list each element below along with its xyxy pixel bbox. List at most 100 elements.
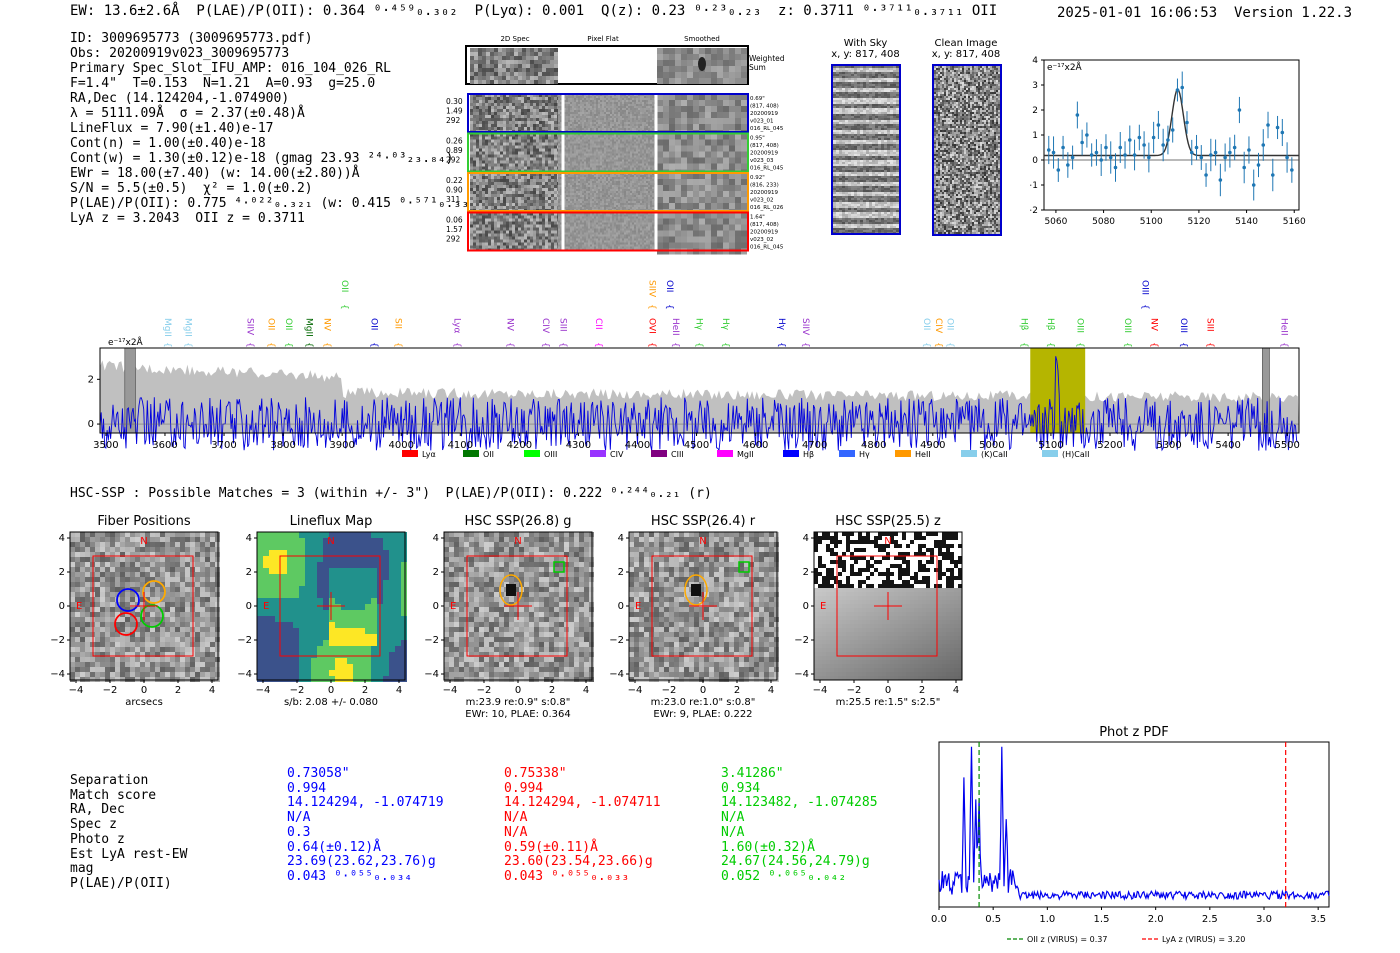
zoom-point <box>1070 155 1075 160</box>
north-label: N <box>327 536 334 547</box>
legend-swatch <box>590 450 606 457</box>
spectrum-xtick-label: 5200 <box>1097 440 1122 451</box>
line-label: OII { <box>339 280 349 310</box>
zoom-point <box>1204 173 1208 177</box>
match-value: 23.69(23.62,23.76)g <box>287 854 436 870</box>
line-label-text: CIV <box>540 318 550 334</box>
row-right-label: 0.95" <box>750 136 765 142</box>
zoom-point <box>1127 138 1132 142</box>
zoom-point <box>1199 155 1204 160</box>
x-tick-label: 0 <box>515 685 521 696</box>
line-label-text: NV <box>1148 318 1158 332</box>
row-frame <box>467 132 749 173</box>
row-left-label: 1.57 <box>446 225 463 234</box>
match-label: Spec z <box>70 817 117 833</box>
row-smoothed <box>657 173 747 215</box>
line-label: OIII { <box>1139 280 1149 310</box>
line-label-text: SIIV <box>646 280 656 298</box>
line-label-brace: { <box>1122 342 1132 348</box>
match-label: mag <box>70 861 94 877</box>
x-tick-label: 4 <box>583 685 589 696</box>
x-tick-label: −2 <box>477 685 492 696</box>
spectrum-xtick-label: 4000 <box>389 440 414 451</box>
line-label: SIII { <box>1204 318 1214 348</box>
aperture-box <box>279 555 381 657</box>
legend-swatch <box>463 450 479 457</box>
zoom-xtick-label: 5120 <box>1187 217 1210 227</box>
line-label-text: MgII <box>183 318 193 337</box>
line-label: SIIV { <box>646 280 656 310</box>
line-label-text: HeII <box>1278 318 1288 336</box>
clean-image <box>932 64 1002 236</box>
spectral-cutouts: 2D Spec Pixel Flat Smoothed Weighted Sum 0.30… <box>440 34 820 259</box>
row-right-label: 016_RL_045 <box>750 245 784 251</box>
row-left-label: 0.22 <box>446 176 463 185</box>
y-tick-label: −4 <box>424 669 439 680</box>
spectrum-xtick-label: 4800 <box>861 440 886 451</box>
info-line: Primary Spec_Slot_IFU_AMP: 016_104_026_R… <box>70 61 391 76</box>
clean-image-coords: x, y: 817, 408 <box>931 49 1001 60</box>
with-sky-coords: x, y: 817, 408 <box>831 49 900 60</box>
zoom-point <box>1166 138 1170 142</box>
legend-swatch <box>961 450 977 457</box>
line-label: OII { <box>945 318 955 348</box>
line-label-brace: { <box>1018 342 1028 348</box>
line-label-brace: { <box>945 342 955 348</box>
spectrum-xtick-label: 4100 <box>448 440 473 451</box>
line-label-brace: { <box>646 304 656 310</box>
image-panel: HSC SSP(25.5) z N E −4 4 −2 2 0 0 2 −2 4 −4 m:25.5 re… <box>794 514 963 708</box>
legend-label: HeII <box>915 450 931 459</box>
zoom-point <box>1113 165 1118 170</box>
row-right-label: v023_02 <box>750 198 774 204</box>
aperture-box <box>836 555 938 657</box>
weighted-smoothed <box>657 48 747 84</box>
legend-label: MgII <box>737 450 754 459</box>
image-panel: HSC SSP(26.8) g N E −4 4 −2 2 0 0 2 −2 4 −4 m:23.9 re… <box>424 514 594 720</box>
cutout-col-title: Smoothed <box>684 35 720 43</box>
masked-region <box>1262 347 1270 434</box>
info-line: EWr = 18.00(±7.40) (w: 14.00(±2.80))Å <box>70 166 360 181</box>
legend-label: OII <box>483 450 494 459</box>
match-label: Separation <box>70 773 149 788</box>
line-label-brace: { <box>1045 342 1055 348</box>
line-label: Hβ { <box>1045 318 1055 348</box>
fiber-orange <box>142 580 166 604</box>
x-tick-label: −2 <box>290 685 305 696</box>
aperture-box <box>651 555 753 657</box>
match-value: 24.67(24.56,24.79)g <box>721 854 870 870</box>
x-tick-label: −2 <box>662 685 677 696</box>
zoom-point <box>1137 135 1142 140</box>
y-tick-label: −2 <box>424 635 439 646</box>
spectrum-xtick-label: 5500 <box>1274 440 1299 451</box>
header-summary: EW: 13.6±2.6Å P(LAE)/P(OII): 0.364 ⁰·⁴⁵⁹… <box>70 3 998 19</box>
row-right-label: (817, 408) <box>750 222 779 228</box>
zoom-point <box>1228 150 1232 155</box>
x-tick-label: −4 <box>69 685 84 696</box>
zoom-point <box>1099 158 1103 162</box>
zoom-point <box>1242 165 1246 170</box>
east-label: E <box>76 601 82 612</box>
match-value: 0.994 <box>504 780 544 796</box>
line-label-brace: { <box>646 342 656 348</box>
line-label-brace: { <box>183 342 193 348</box>
zoom-ytick-label: 1 <box>1032 131 1038 141</box>
image-panel-title: Fiber Positions <box>97 514 190 529</box>
match-column-3: 3.41286" 0.934 14.123482, -1.074285 N/A N/A 1… <box>721 766 878 885</box>
row-right-label: 1.64" <box>750 215 765 221</box>
line-label-text: SIII <box>1204 318 1214 332</box>
north-label: N <box>884 536 891 547</box>
spectrum-xtick-label: 4900 <box>920 440 945 451</box>
match-value: 14.124294, -1.074719 <box>287 795 444 811</box>
line-label-brace: { <box>776 342 786 348</box>
row-right-label: 016_RL_026 <box>750 205 784 211</box>
x-tick-label: −4 <box>256 685 271 696</box>
fiber-red <box>114 612 138 636</box>
row-smoothed <box>657 212 747 255</box>
line-label-brace: { <box>321 342 331 348</box>
row-2d-spec <box>470 173 560 212</box>
match-label: Est LyA rest-EW <box>70 846 188 862</box>
spectrum-xtick-label: 4400 <box>625 440 650 451</box>
zoom-point <box>1223 155 1227 160</box>
line-label-text: NV <box>505 318 515 332</box>
legend-swatch <box>783 450 799 457</box>
